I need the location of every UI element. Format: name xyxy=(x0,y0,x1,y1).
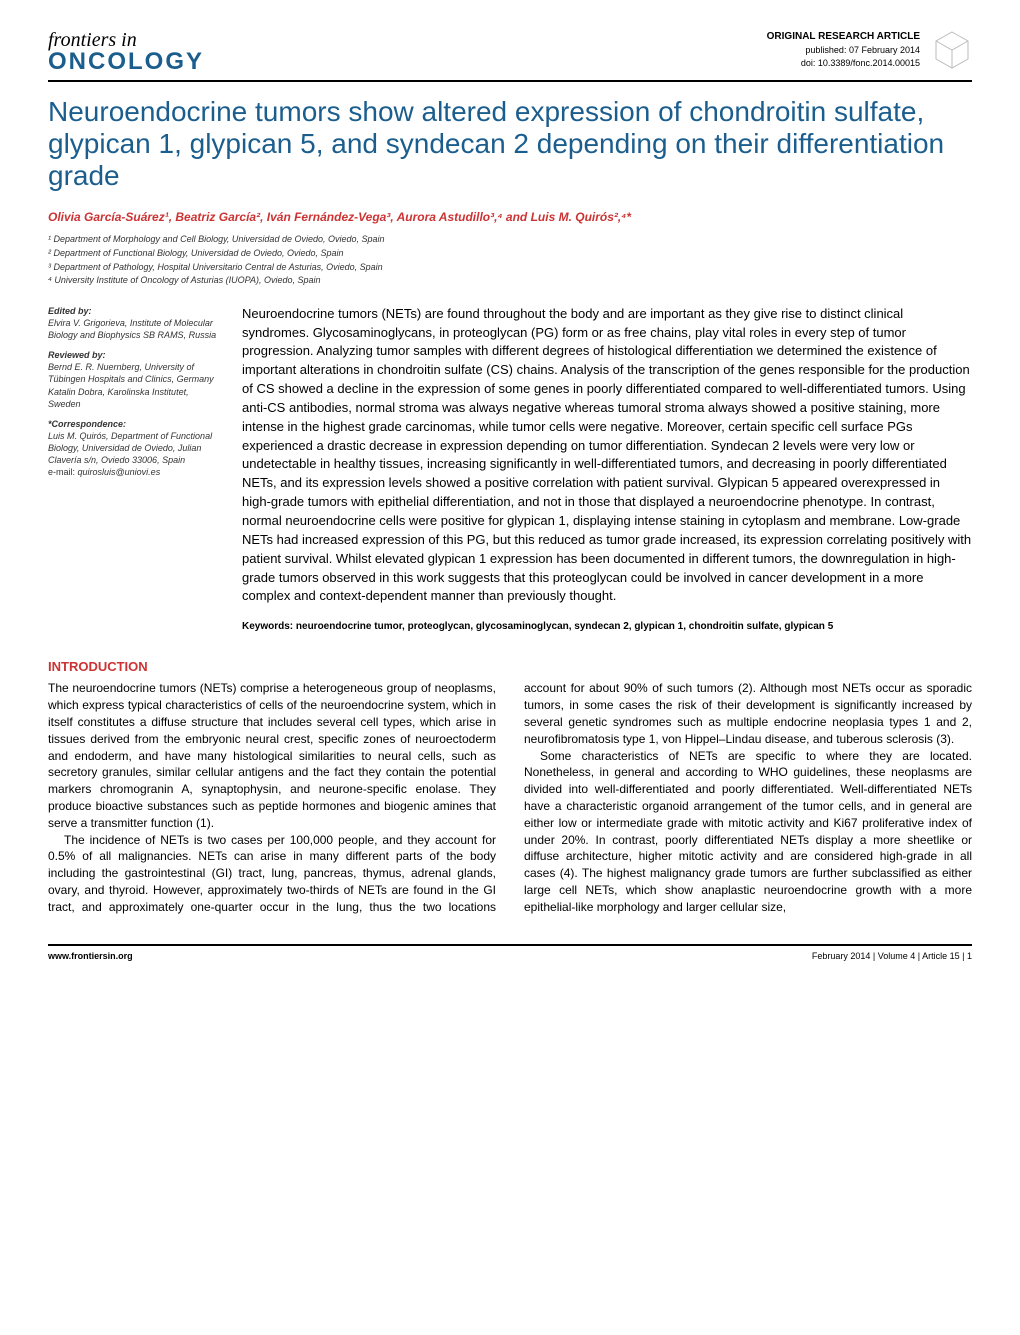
affiliation-item: ² Department of Functional Biology, Univ… xyxy=(48,247,972,260)
article-title: Neuroendocrine tumors show altered expre… xyxy=(48,96,972,193)
body-paragraph: The neuroendocrine tumors (NETs) compris… xyxy=(48,680,496,831)
section-heading-introduction: INTRODUCTION xyxy=(48,658,972,676)
body-paragraph: Some characteristics of NETs are specifi… xyxy=(524,748,972,916)
doi: doi: 10.3389/fonc.2014.00015 xyxy=(767,57,920,70)
footer-right: February 2014 | Volume 4 | Article 15 | … xyxy=(812,950,972,963)
abstract: Neuroendocrine tumors (NETs) are found t… xyxy=(242,305,972,635)
reviewed-by-item: Bernd E. R. Nuernberg, University of Tüb… xyxy=(48,361,218,385)
affiliations: ¹ Department of Morphology and Cell Biol… xyxy=(48,233,972,286)
authors: Olivia García-Suárez¹, Beatriz García², … xyxy=(48,209,972,226)
page-footer: www.frontiersin.org February 2014 | Volu… xyxy=(48,944,972,963)
keywords: neuroendocrine tumor, proteoglycan, glyc… xyxy=(296,621,833,632)
page-header: frontiers in ONCOLOGY ORIGINAL RESEARCH … xyxy=(48,30,972,82)
reviewed-by-label: Reviewed by: xyxy=(48,349,218,361)
body-columns: The neuroendocrine tumors (NETs) compris… xyxy=(48,680,972,915)
sidebar: Edited by: Elvira V. Grigorieva, Institu… xyxy=(48,305,218,635)
affiliation-item: ¹ Department of Morphology and Cell Biol… xyxy=(48,233,972,246)
published-date: published: 07 February 2014 xyxy=(767,44,920,57)
edited-by: Elvira V. Grigorieva, Institute of Molec… xyxy=(48,317,218,341)
abstract-text: Neuroendocrine tumors (NETs) are found t… xyxy=(242,306,971,604)
affiliation-item: ⁴ University Institute of Oncology of As… xyxy=(48,274,972,287)
correspondence-label: *Correspondence: xyxy=(48,418,218,430)
edited-by-label: Edited by: xyxy=(48,305,218,317)
keywords-label: Keywords: xyxy=(242,621,296,632)
footer-left: www.frontiersin.org xyxy=(48,950,133,963)
email-label: e-mail: xyxy=(48,467,78,477)
correspondence: Luis M. Quirós, Department of Functional… xyxy=(48,430,218,466)
article-type: ORIGINAL RESEARCH ARTICLE xyxy=(767,30,920,44)
logo-bottom: ONCOLOGY xyxy=(48,50,204,74)
reviewed-by-item: Katalin Dobra, Karolinska Institutet, Sw… xyxy=(48,386,218,410)
header-right: ORIGINAL RESEARCH ARTICLE published: 07 … xyxy=(767,30,972,70)
logo-top: frontiers in xyxy=(48,30,204,50)
cube-icon xyxy=(932,30,972,70)
journal-logo: frontiers in ONCOLOGY xyxy=(48,30,204,74)
correspondence-email: quirosluis@uniovi.es xyxy=(78,467,161,477)
affiliation-item: ³ Department of Pathology, Hospital Univ… xyxy=(48,261,972,274)
